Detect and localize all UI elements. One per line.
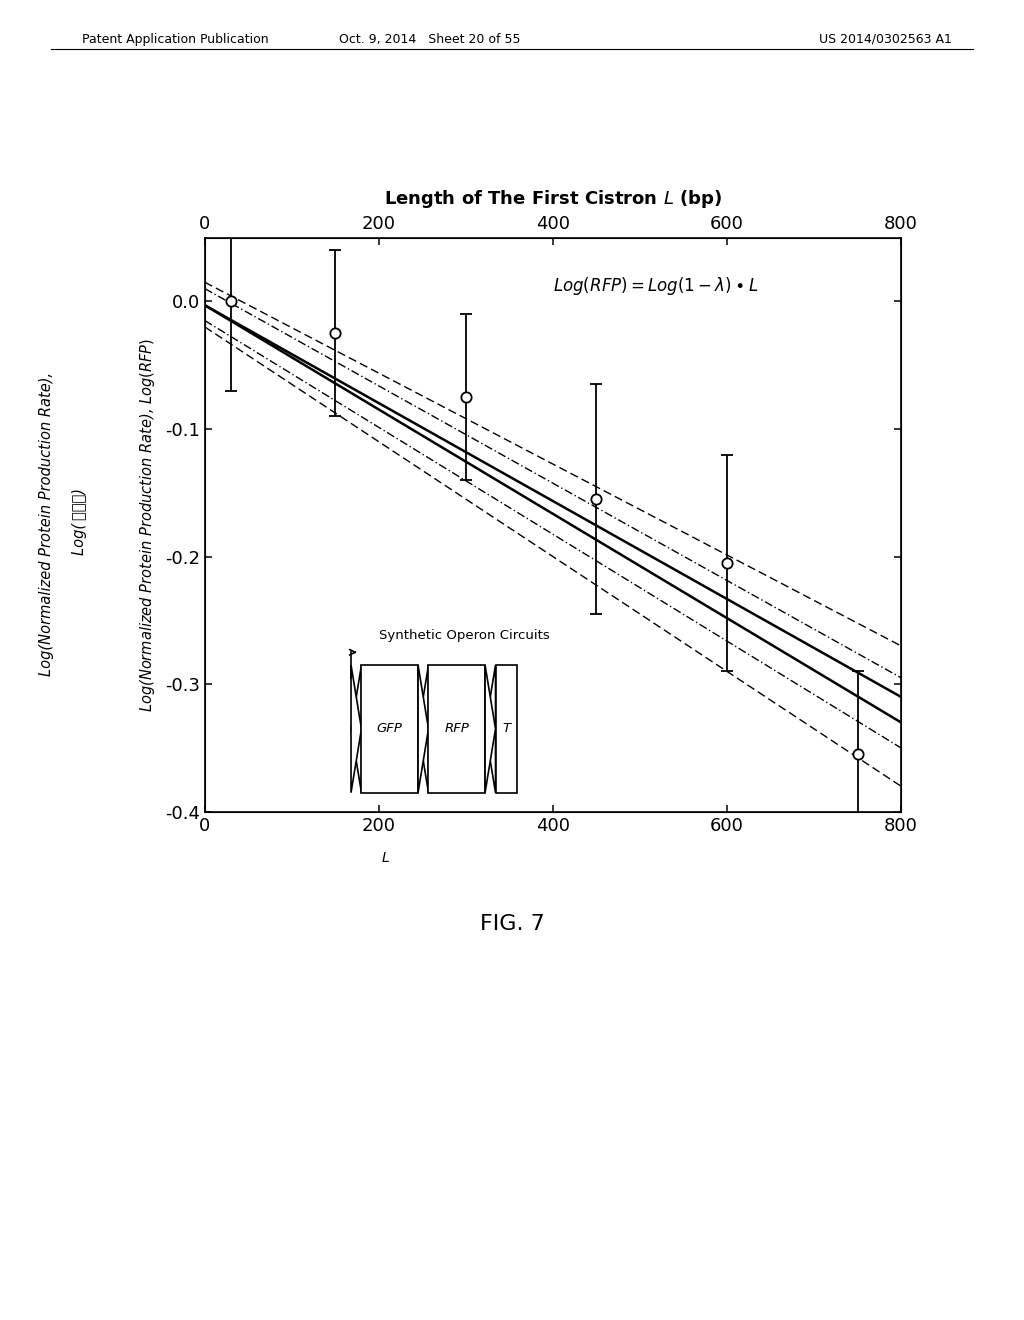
Polygon shape <box>418 665 428 792</box>
Text: T: T <box>503 722 510 735</box>
Polygon shape <box>351 665 361 792</box>
Point <box>458 387 474 408</box>
Text: $\mathit{Log(RFP) = Log(1-λ)\bullet L}$: $\mathit{Log(RFP) = Log(1-λ)\bullet L}$ <box>553 275 759 297</box>
Text: Synthetic Operon Circuits: Synthetic Operon Circuits <box>379 630 550 642</box>
Text: Oct. 9, 2014   Sheet 20 of 55: Oct. 9, 2014 Sheet 20 of 55 <box>339 33 521 46</box>
Point <box>328 322 344 343</box>
Point <box>588 488 604 510</box>
X-axis label: Length of The First Cistron $\mathit{L}$ (bp): Length of The First Cistron $\mathit{L}$… <box>384 187 722 210</box>
Text: Log(Normalized Protein Production Rate),: Log(Normalized Protein Production Rate), <box>39 367 53 676</box>
Polygon shape <box>351 665 361 792</box>
Text: FIG. 7: FIG. 7 <box>479 913 545 935</box>
Polygon shape <box>418 665 428 792</box>
FancyBboxPatch shape <box>496 665 517 792</box>
Polygon shape <box>485 665 496 792</box>
Polygon shape <box>485 665 496 792</box>
Text: RFP: RFP <box>444 722 469 735</box>
Y-axis label: Log(Normalized Protein Production Rate), $\mathit{Log(RFP)}$: Log(Normalized Protein Production Rate),… <box>137 338 157 711</box>
FancyBboxPatch shape <box>428 665 485 792</box>
Text: Log( ＲＦＰ): Log( ＲＦＰ) <box>73 488 87 554</box>
Text: $\mathit{L}$: $\mathit{L}$ <box>381 851 390 866</box>
Text: Patent Application Publication: Patent Application Publication <box>82 33 268 46</box>
Point <box>850 743 866 764</box>
Text: GFP: GFP <box>377 722 402 735</box>
Text: US 2014/0302563 A1: US 2014/0302563 A1 <box>819 33 952 46</box>
Point <box>719 552 735 573</box>
FancyBboxPatch shape <box>361 665 418 792</box>
Point <box>223 290 240 312</box>
